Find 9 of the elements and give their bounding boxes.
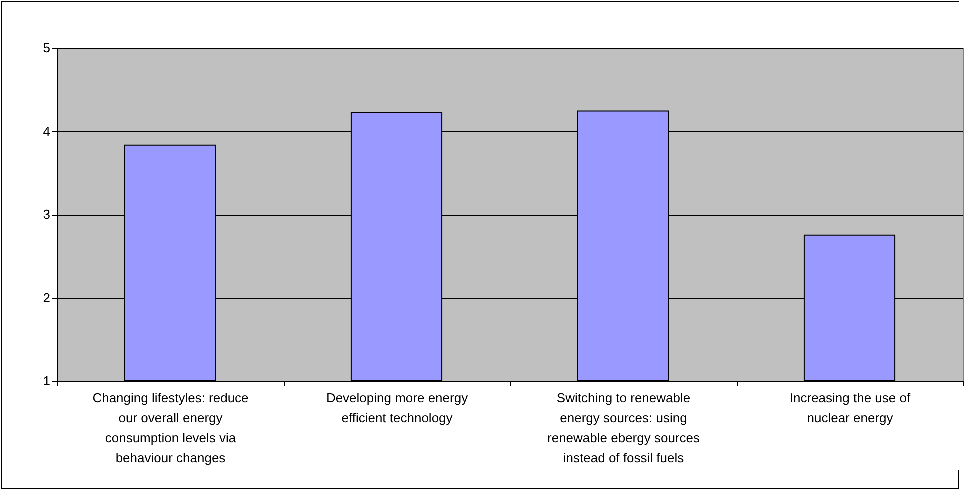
y-tick-label: 1 [43, 374, 50, 388]
x-tick-label: Switching to renewable energy sources: using renewable ebergy sources instead of fossil fuels [548, 390, 700, 466]
x-tick-label: Changing lifestyles: reduce our overall energy consumption levels via behaviour changes [92, 390, 249, 466]
y-tick-label: 2 [43, 290, 50, 306]
x-tick-label: Developing more energy efficient technology [326, 390, 469, 426]
y-tick-label: 5 [43, 40, 50, 56]
y-tick-label: 4 [43, 124, 50, 139]
x-tick-label: Increasing the use of nuclear energy [790, 390, 911, 426]
y-tick-label: 3 [43, 207, 50, 222]
